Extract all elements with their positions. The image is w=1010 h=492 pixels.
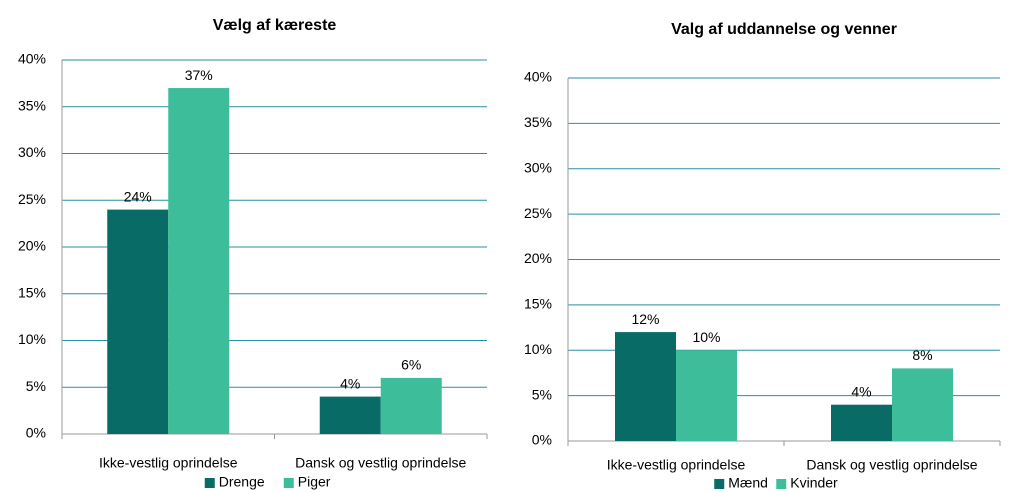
value-label: 37% — [185, 67, 213, 83]
y-tick-label: 25% — [524, 205, 552, 221]
value-label: 8% — [912, 347, 932, 363]
y-tick-label: 5% — [26, 378, 46, 394]
bar — [380, 377, 442, 434]
y-tick-label: 20% — [524, 250, 552, 266]
value-label: 4% — [340, 375, 360, 391]
y-tick-label: 40% — [18, 51, 46, 67]
value-label: 6% — [401, 357, 421, 373]
y-tick-label: 40% — [524, 69, 552, 85]
y-tick-label: 15% — [524, 296, 552, 312]
legend-swatch — [714, 479, 725, 489]
y-tick-label: 30% — [18, 144, 46, 160]
bar — [676, 350, 737, 441]
value-label: 10% — [692, 329, 720, 345]
legend-swatch — [776, 479, 787, 489]
y-tick-label: 10% — [524, 341, 552, 357]
x-tick-label: Dansk og vestlig oprindelse — [806, 457, 977, 473]
x-tick-label: Dansk og vestlig oprindelse — [295, 455, 466, 471]
bar — [615, 332, 676, 441]
legend-label: Mænd — [728, 475, 768, 491]
value-label: 12% — [631, 311, 659, 327]
x-tick-label: Ikke-vestlig oprindelse — [99, 455, 238, 471]
y-tick-label: 35% — [524, 114, 552, 130]
value-label: 24% — [124, 188, 152, 204]
y-tick-label: 20% — [18, 238, 46, 254]
x-tick-label: Ikke-vestlig oprindelse — [607, 457, 746, 473]
legend-label: Drenge — [219, 474, 265, 490]
y-tick-label: 10% — [18, 331, 46, 347]
chart-title: Valg af uddannelse og venner — [671, 21, 897, 38]
bar — [107, 209, 169, 434]
legend-swatch — [283, 478, 294, 488]
y-tick-label: 35% — [18, 97, 46, 113]
y-tick-label: 15% — [18, 284, 46, 300]
y-tick-label: 0% — [26, 425, 46, 441]
value-label: 4% — [851, 383, 871, 399]
y-tick-label: 0% — [532, 432, 552, 448]
bar — [831, 404, 892, 441]
legend-label: Kvinder — [790, 475, 838, 491]
bar — [319, 396, 381, 434]
bar — [168, 88, 230, 435]
y-tick-label: 25% — [18, 191, 46, 207]
legend-label: Piger — [298, 474, 331, 490]
chart-title: Vælg af kæreste — [213, 17, 337, 34]
legend-swatch — [204, 478, 215, 488]
bar — [892, 368, 953, 441]
y-tick-label: 30% — [524, 159, 552, 175]
y-tick-label: 5% — [532, 386, 552, 402]
